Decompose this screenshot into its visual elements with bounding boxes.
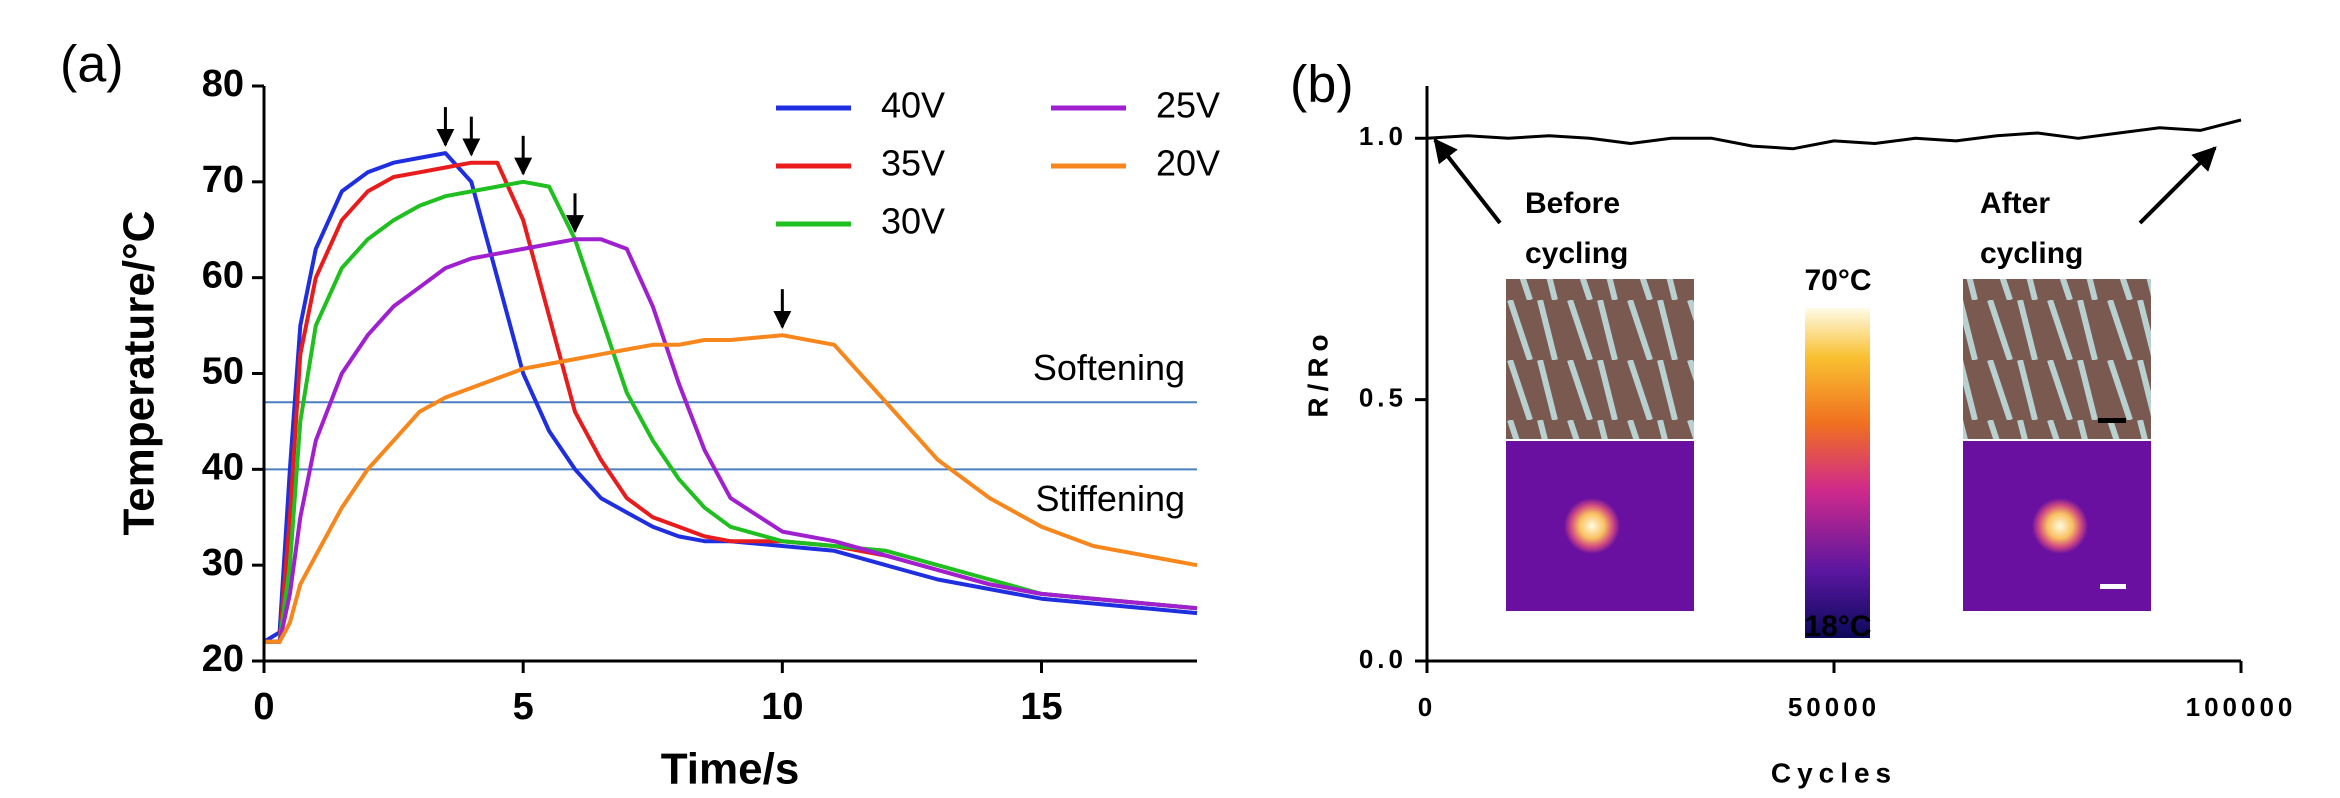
colorbar	[1805, 308, 1870, 638]
legend-label: 25V	[1156, 85, 1220, 126]
reference-label: Softening	[1033, 347, 1185, 388]
hot-spot	[1564, 498, 1620, 554]
axes	[262, 86, 1197, 663]
y-tick-label: 0.5	[1359, 383, 1407, 413]
y-tick-label: 60	[202, 255, 244, 297]
pointer-arrow	[1433, 138, 1502, 225]
legend-label: 35V	[881, 143, 945, 184]
panel-label: (a)	[60, 36, 124, 94]
legend-label: 30V	[881, 201, 945, 242]
annotation: cycling	[1980, 237, 2083, 270]
annotation: Before	[1525, 187, 1620, 220]
colorbar-label: 18°C	[1804, 610, 1871, 643]
reference-label: Stiffening	[1036, 478, 1185, 519]
y-axis-title: Temperature/°C	[115, 211, 164, 536]
y-tick-label: 30	[202, 542, 244, 584]
annotation: cycling	[1525, 237, 1628, 270]
y-tick-label: 1.0	[1359, 121, 1407, 151]
colorbar-label: 70°C	[1804, 264, 1871, 297]
y-tick-label: 40	[202, 446, 244, 488]
x-axis-title: Cycles	[1771, 757, 1897, 788]
x-tick-label: 0	[1418, 692, 1436, 722]
x-tick-label: 15	[1020, 686, 1062, 728]
y-tick-label: 0.0	[1359, 644, 1407, 674]
scale-bar	[2098, 418, 2126, 423]
hot-spot	[2032, 498, 2088, 554]
x-tick-label: 0	[253, 686, 274, 728]
y-tick-label: 70	[202, 159, 244, 201]
data-line	[262, 151, 1198, 644]
data-line	[264, 237, 1198, 644]
x-tick-label: 10	[761, 686, 803, 728]
scale-bar	[2100, 584, 2126, 589]
axes	[1425, 86, 2241, 663]
insets	[1433, 138, 2217, 638]
annotation: After	[1980, 187, 2050, 220]
y-tick-label: 20	[202, 638, 244, 680]
data-line	[264, 333, 1198, 644]
data-line	[1426, 118, 2242, 151]
x-axis-title: Time/s	[661, 745, 800, 794]
data-line	[264, 179, 1198, 644]
x-tick-label: 100000	[2186, 692, 2297, 722]
pointer-arrow	[2138, 146, 2217, 225]
legend-label: 20V	[1156, 143, 1220, 184]
y-tick-label: 50	[202, 351, 244, 393]
photo-before	[1506, 279, 1694, 439]
x-tick-label: 50000	[1788, 692, 1880, 722]
legend-label: 40V	[881, 85, 945, 126]
panel-label: (b)	[1290, 56, 1354, 114]
x-tick-label: 5	[513, 686, 534, 728]
y-axis-title: R/Ro	[1302, 328, 1333, 417]
photo-after	[1963, 279, 2151, 439]
y-tick-label: 80	[202, 63, 244, 105]
